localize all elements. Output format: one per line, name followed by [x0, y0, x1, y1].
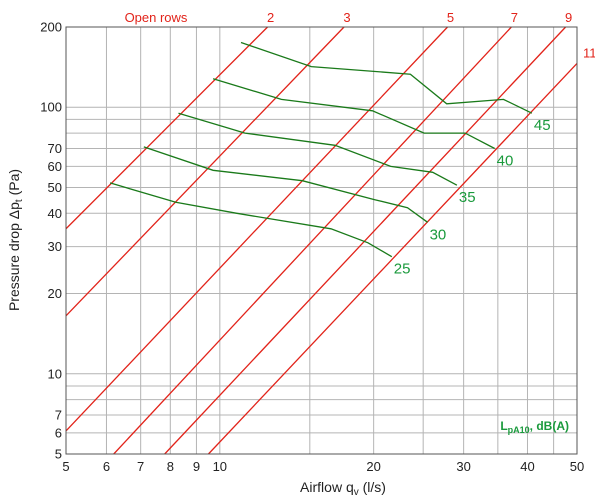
open-row-line-7 [113, 26, 512, 455]
x-tick-label-6: 6 [103, 459, 110, 474]
y-axis-label-unit: (Pa) [6, 169, 22, 199]
open-row-line-11 [207, 62, 578, 455]
sound-level-legend-main: L [500, 419, 507, 433]
open-row-line-5 [65, 26, 449, 432]
open-rows-title: Open rows [125, 10, 188, 25]
x-tick-label-9: 9 [193, 459, 200, 474]
sound-level-legend-rest: , dB(A) [530, 419, 569, 433]
tick-labels: 5 6 7 8 9 10 20 30 40 50 5 6 7 10 20 30 40 50 60 70 100 200 [40, 20, 584, 475]
y-tick-label-70: 70 [48, 141, 62, 156]
x-axis-label-sub: v [354, 487, 359, 497]
sound-level-legend-sub: pA10 [508, 425, 530, 435]
x-tick-label-7: 7 [137, 459, 144, 474]
x-axis-label-unit: (l/s) [359, 479, 386, 495]
x-axis-label-main: Airflow q [300, 479, 354, 495]
y-tick-label-200: 200 [40, 20, 62, 35]
x-tick-label-30: 30 [456, 459, 470, 474]
y-tick-label-5: 5 [55, 447, 62, 462]
grid [66, 27, 577, 454]
open-row-labels: 2 3 5 7 9 11 [267, 10, 595, 60]
sound-level-labels: 25 30 35 40 45 [394, 117, 551, 277]
y-axis-label-sub: t [14, 199, 25, 202]
sound-level-line-40 [212, 78, 496, 150]
open-row-line-9 [164, 26, 567, 455]
open-row-label-9: 9 [565, 10, 572, 25]
y-tick-label-20: 20 [48, 286, 62, 301]
x-tick-label-40: 40 [520, 459, 534, 474]
plot-frame [65, 26, 578, 455]
sound-level-legend: LpA10, dB(A) [500, 419, 569, 435]
y-axis-label-main: Pressure drop Δp [6, 202, 22, 311]
x-tick-label-10: 10 [213, 459, 227, 474]
y-axis-label: Pressure drop Δpt (Pa) [6, 169, 25, 311]
y-tick-label-40: 40 [48, 206, 62, 221]
open-row-line-3 [65, 26, 345, 317]
open-row-label-7: 7 [511, 10, 518, 25]
y-tick-label-100: 100 [40, 100, 62, 115]
open-row-label-5: 5 [447, 10, 454, 25]
open-row-label-11: 11 [583, 45, 595, 60]
sound-level-lines [109, 41, 533, 258]
sound-level-line-45 [240, 41, 533, 114]
open-row-lines [65, 26, 578, 455]
sound-level-line-35 [178, 112, 458, 186]
x-tick-label-8: 8 [167, 459, 174, 474]
y-tick-label-6: 6 [55, 425, 62, 440]
sound-level-line-25 [109, 182, 393, 258]
sound-level-label-25: 25 [394, 261, 411, 278]
x-tick-label-5: 5 [62, 459, 69, 474]
x-axis-label: Airflow qv (l/s) [300, 479, 386, 497]
x-tick-label-20: 20 [366, 459, 380, 474]
y-tick-label-10: 10 [48, 366, 62, 381]
open-row-line-2 [65, 26, 269, 230]
sound-level-label-45: 45 [534, 117, 551, 134]
sound-level-label-35: 35 [459, 189, 476, 206]
sound-level-line-30 [143, 146, 428, 223]
y-tick-label-60: 60 [48, 159, 62, 174]
y-tick-label-30: 30 [48, 239, 62, 254]
x-tick-label-50: 50 [570, 459, 584, 474]
sound-level-label-30: 30 [430, 226, 447, 243]
sound-level-label-40: 40 [497, 153, 514, 170]
y-tick-label-50: 50 [48, 180, 62, 195]
open-row-label-3: 3 [343, 10, 350, 25]
y-tick-label-7: 7 [55, 408, 62, 423]
open-row-label-2: 2 [267, 10, 274, 25]
